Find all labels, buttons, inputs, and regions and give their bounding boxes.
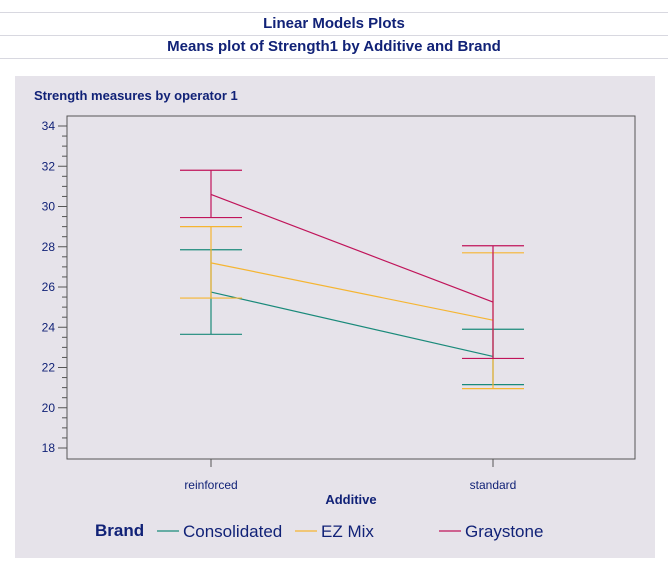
- chart-title: Strength measures by operator 1: [34, 88, 238, 103]
- series-line: [210, 193, 494, 303]
- legend-label: Consolidated: [183, 522, 282, 541]
- series-layer: [180, 169, 524, 390]
- y-axis: 18 20 22 24 26 28 30 32 34: [42, 119, 67, 455]
- y-tick-label: 18: [42, 441, 56, 455]
- series-line: [210, 262, 494, 321]
- chart-panel: Strength measures by operator 1 18 20 22 24…: [15, 76, 655, 558]
- y-tick-label: 20: [42, 401, 56, 415]
- x-tick-label: standard: [470, 478, 517, 492]
- y-tick-label: 28: [42, 240, 56, 254]
- legend-label: EZ Mix: [321, 522, 374, 541]
- page-title: Linear Models Plots: [0, 12, 668, 35]
- y-tick-label: 24: [42, 320, 56, 334]
- y-tick-label: 26: [42, 280, 56, 294]
- series-consolidated: [180, 249, 524, 386]
- x-axis-label: Additive: [325, 492, 376, 507]
- series-ez-mix: [180, 226, 524, 390]
- y-tick-label: 34: [42, 119, 56, 133]
- y-tick-label: 22: [42, 361, 56, 375]
- x-tick-label: reinforced: [184, 478, 237, 492]
- x-axis: reinforced standard: [184, 459, 516, 492]
- legend: Brand Consolidated EZ Mix Graystone: [95, 521, 543, 541]
- legend-title: Brand: [95, 521, 144, 540]
- means-plot: Strength measures by operator 1 18 20 22 24…: [34, 88, 636, 541]
- legend-label: Graystone: [465, 522, 543, 541]
- y-tick-label: 30: [42, 200, 56, 214]
- plot-frame: [66, 115, 636, 460]
- page-subtitle: Means plot of Strength1 by Additive and …: [0, 35, 668, 59]
- series-line: [210, 291, 494, 358]
- series-graystone: [180, 169, 524, 360]
- y-tick-label: 32: [42, 159, 56, 173]
